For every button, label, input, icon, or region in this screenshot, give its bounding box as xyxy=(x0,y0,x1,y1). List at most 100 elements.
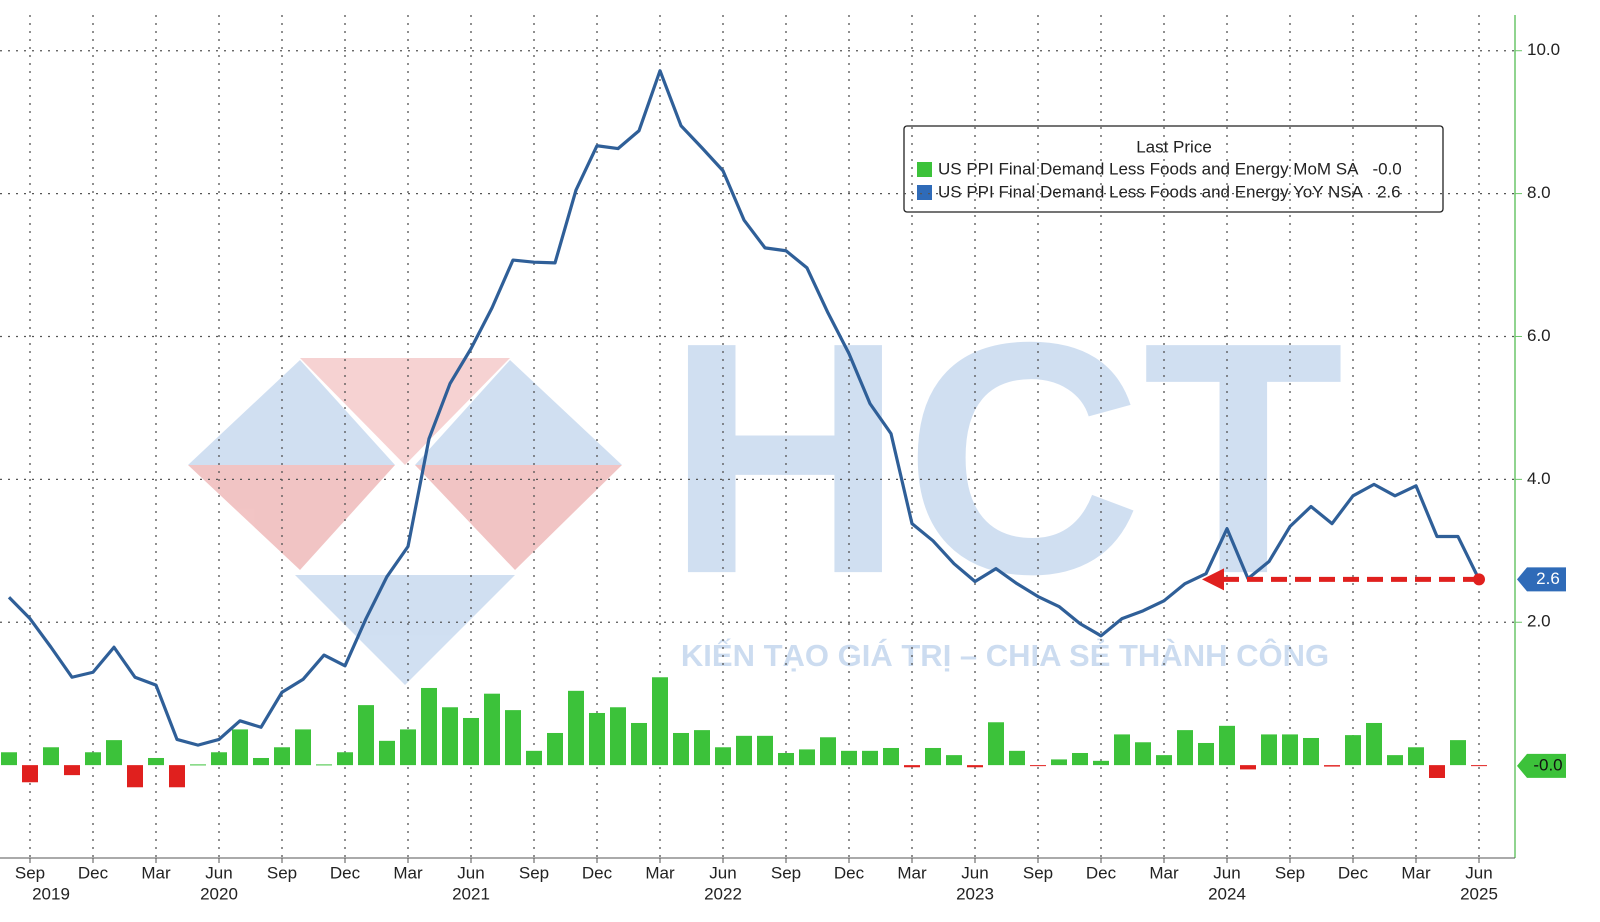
bar xyxy=(1156,755,1172,766)
bar xyxy=(1324,765,1340,767)
bar xyxy=(85,752,101,766)
x-tick-label: Sep xyxy=(771,863,801,882)
bar xyxy=(673,732,689,766)
bar xyxy=(442,707,458,766)
x-tick-label: Dec xyxy=(1338,863,1369,882)
bar xyxy=(1219,725,1235,766)
x-tick-label: Mar xyxy=(141,863,171,882)
legend-value: -0.0 xyxy=(1372,159,1401,178)
bar xyxy=(400,729,416,766)
bar xyxy=(862,750,878,766)
bar xyxy=(988,722,1004,766)
year-label: 2022 xyxy=(704,884,742,903)
bar xyxy=(253,757,269,766)
x-tick-label: Mar xyxy=(897,863,927,882)
bar xyxy=(64,765,80,776)
bar xyxy=(883,747,899,766)
legend-box xyxy=(903,125,1444,213)
bar xyxy=(904,765,920,768)
x-tick-label: Dec xyxy=(1086,863,1117,882)
x-tick-label: Dec xyxy=(834,863,865,882)
x-tick-label: Sep xyxy=(15,863,45,882)
y-tick-label: 10.0 xyxy=(1527,40,1560,59)
watermark-tagline: KIẾN TẠO GIÁ TRỊ – CHIA SẺ THÀNH CÔNG xyxy=(681,637,1329,673)
bar xyxy=(22,765,38,783)
bar xyxy=(820,737,836,766)
bar xyxy=(1093,760,1109,766)
bar xyxy=(316,764,332,766)
y-tick-label: 2.0 xyxy=(1527,612,1551,631)
legend-title: Last Price xyxy=(1136,137,1212,156)
bar xyxy=(652,677,668,766)
y-tick-label: 6.0 xyxy=(1527,326,1551,345)
legend-label: US PPI Final Demand Less Foods and Energ… xyxy=(938,182,1364,201)
bar xyxy=(1450,740,1466,766)
bar xyxy=(1114,734,1130,766)
bar xyxy=(1030,765,1046,767)
bar xyxy=(211,752,227,766)
x-tick-label: Sep xyxy=(1023,863,1053,882)
x-tick-label: Mar xyxy=(1401,863,1431,882)
bar xyxy=(463,717,479,766)
legend-label: US PPI Final Demand Less Foods and Energ… xyxy=(938,159,1359,178)
bar xyxy=(1240,765,1256,770)
x-tick-label: Mar xyxy=(393,863,423,882)
bar xyxy=(631,722,647,766)
bar xyxy=(1345,735,1361,766)
bar xyxy=(946,755,962,766)
x-tick-label: Dec xyxy=(330,863,361,882)
bar xyxy=(505,710,521,766)
bar xyxy=(967,765,983,768)
x-tick-label: Mar xyxy=(645,863,675,882)
bar xyxy=(694,730,710,766)
x-tick-label: Dec xyxy=(78,863,109,882)
x-tick-label: Sep xyxy=(1275,863,1305,882)
bar xyxy=(1366,722,1382,766)
bar xyxy=(1303,737,1319,766)
year-label: 2019 xyxy=(32,884,70,903)
bar xyxy=(358,705,374,766)
bar xyxy=(148,757,164,766)
annotation-arrowhead xyxy=(1202,568,1224,591)
annotation-dot xyxy=(1473,573,1485,586)
year-label: 2021 xyxy=(452,884,490,903)
bar xyxy=(127,765,143,788)
bar xyxy=(547,732,563,766)
bar xyxy=(190,764,206,766)
bar xyxy=(379,740,395,766)
bar xyxy=(295,729,311,766)
bar xyxy=(1009,750,1025,766)
x-tick-label: Jun xyxy=(205,863,232,882)
last-value-label: 2.6 xyxy=(1536,569,1560,588)
bar xyxy=(778,752,794,766)
bar xyxy=(610,707,626,766)
last-value-badge xyxy=(1517,567,1566,592)
bar xyxy=(736,735,752,766)
bar xyxy=(421,687,437,766)
x-tick-label: Jun xyxy=(457,863,484,882)
bar xyxy=(1051,759,1067,766)
bar xyxy=(1429,765,1445,778)
bar xyxy=(1282,734,1298,766)
year-label: 2024 xyxy=(1208,884,1246,903)
legend-swatch xyxy=(917,185,932,200)
x-tick-label: Jun xyxy=(961,863,988,882)
bar xyxy=(1177,730,1193,766)
x-tick-label: Jun xyxy=(1465,863,1492,882)
bar xyxy=(757,735,773,766)
year-label: 2023 xyxy=(956,884,994,903)
bar xyxy=(799,749,815,766)
bar xyxy=(1198,742,1214,766)
legend-swatch xyxy=(917,162,932,177)
bar xyxy=(337,752,353,766)
bar xyxy=(232,729,248,766)
bar xyxy=(568,690,584,766)
y-tick-label: 4.0 xyxy=(1527,469,1551,488)
bar xyxy=(1,752,17,766)
bar xyxy=(1072,752,1088,766)
year-label: 2020 xyxy=(200,884,238,903)
year-label: 2025 xyxy=(1460,884,1498,903)
x-tick-label: Dec xyxy=(582,863,613,882)
